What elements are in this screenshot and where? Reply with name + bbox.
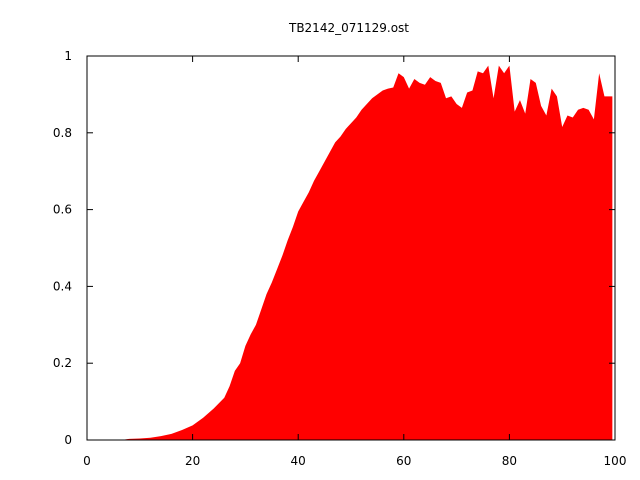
- x-tick-label: 80: [502, 454, 517, 468]
- area-series-fill: [123, 65, 613, 440]
- x-tick-label: 0: [83, 454, 91, 468]
- y-tick-label: 1: [64, 49, 72, 63]
- y-tick-label: 0.4: [53, 279, 72, 293]
- y-tick-label: 0.2: [53, 356, 72, 370]
- chart-title: TB2142_071129.ost: [288, 21, 409, 35]
- x-tick-label: 20: [185, 454, 200, 468]
- y-tick-label: 0.8: [53, 126, 72, 140]
- plot-frame: [86, 55, 616, 441]
- x-tick-label: 60: [396, 454, 411, 468]
- x-axis: 0 20 40 60 80 100: [83, 56, 626, 468]
- x-tick-label: 40: [291, 454, 306, 468]
- x-tick-label: 100: [604, 454, 627, 468]
- y-tick-label: 0.6: [53, 203, 72, 217]
- y-axis: 0 0.2 0.4 0.6 0.8 1: [53, 49, 615, 447]
- y-tick-label: 0: [64, 433, 72, 447]
